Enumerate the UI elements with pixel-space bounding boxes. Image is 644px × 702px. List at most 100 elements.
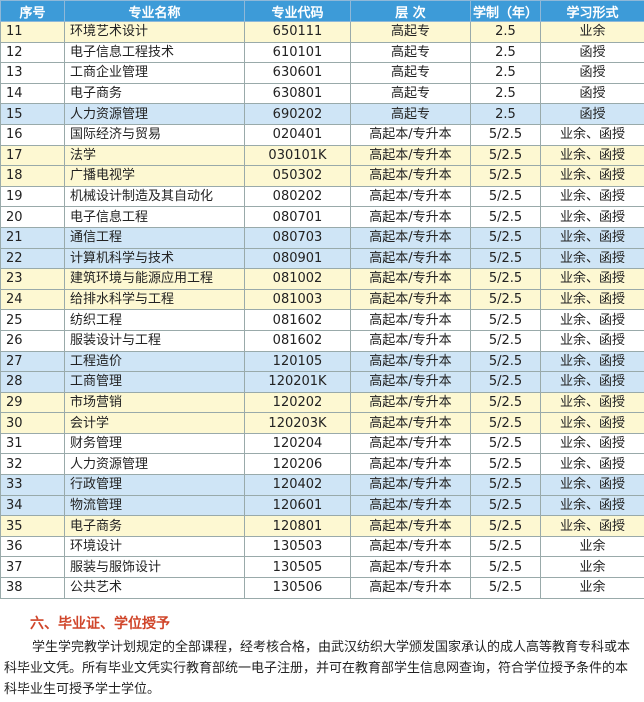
table-cell: 环境设计	[64, 535, 245, 558]
table-cell: 物流管理	[64, 494, 245, 517]
section-title: 六、毕业证、学位授予	[30, 615, 170, 632]
table-cell: 34	[0, 494, 65, 517]
table-cell: 27	[0, 350, 65, 373]
table-cell: 高起本/专升本	[350, 185, 471, 208]
table-cell: 33	[0, 474, 65, 496]
table-cell: 5/2.5	[470, 288, 541, 311]
table-cell: 公共艺术	[64, 577, 245, 599]
table-cell: 080202	[244, 185, 351, 208]
table-cell: 法学	[64, 144, 245, 167]
table-cell: 广播电视学	[64, 165, 245, 187]
table-cell: 16	[0, 123, 65, 146]
table-cell: 5/2.5	[470, 432, 541, 455]
table-row: 28 工商管理 120201K 高起本/专升本 5/2.5 业余、函授	[0, 371, 644, 393]
table-cell: 高起本/专升本	[350, 432, 471, 455]
table-cell: 120201K	[244, 371, 351, 393]
table-row: 33 行政管理 120402 高起本/专升本 5/2.5 业余、函授	[0, 474, 644, 496]
table-cell: 130506	[244, 577, 351, 599]
table-row: 27 工程造价 120105 高起本/专升本 5/2.5 业余、函授	[0, 350, 644, 373]
table-cell: 23	[0, 268, 65, 290]
table-row: 19 机械设计制造及其自动化 080202 高起本/专升本 5/2.5 业余、函授	[0, 185, 644, 208]
table-cell: 030101K	[244, 144, 351, 167]
table-cell: 业余、函授	[540, 515, 644, 537]
table-cell: 业余、函授	[540, 288, 644, 311]
table-cell: 高起本/专升本	[350, 144, 471, 167]
header-cell: 序号	[0, 0, 65, 22]
table-cell: 业余、函授	[540, 432, 644, 455]
table-cell: 高起本/专升本	[350, 123, 471, 146]
table-row: 35 电子商务 120801 高起本/专升本 5/2.5 业余、函授	[0, 515, 644, 537]
table-cell: 高起本/专升本	[350, 535, 471, 558]
table-cell: 120105	[244, 350, 351, 373]
table-row: 25 纺织工程 081602 高起本/专升本 5/2.5 业余、函授	[0, 309, 644, 331]
table-row: 26 服装设计与工程 081602 高起本/专升本 5/2.5 业余、函授	[0, 329, 644, 352]
table-cell: 机械设计制造及其自动化	[64, 185, 245, 208]
table-cell: 环境艺术设计	[64, 21, 245, 43]
table-row: 18 广播电视学 050302 高起本/专升本 5/2.5 业余、函授	[0, 165, 644, 187]
table-cell: 高起本/专升本	[350, 556, 471, 579]
table-cell: 函授	[540, 103, 644, 125]
table-cell: 24	[0, 288, 65, 311]
table-cell: 020401	[244, 123, 351, 146]
table-cell: 32	[0, 453, 65, 476]
table-cell: 2.5	[470, 21, 541, 43]
table-cell: 电子商务	[64, 515, 245, 537]
table-cell: 37	[0, 556, 65, 579]
table-cell: 5/2.5	[470, 474, 541, 496]
table-cell: 5/2.5	[470, 453, 541, 476]
table-cell: 高起本/专升本	[350, 247, 471, 270]
table-cell: 业余	[540, 577, 644, 599]
table-cell: 130505	[244, 556, 351, 579]
table-cell: 081002	[244, 268, 351, 290]
table-cell: 高起本/专升本	[350, 391, 471, 414]
table-cell: 5/2.5	[470, 165, 541, 187]
table-cell: 电子信息工程	[64, 206, 245, 228]
header-cell: 层 次	[350, 0, 471, 22]
table-cell: 人力资源管理	[64, 453, 245, 476]
table-cell: 5/2.5	[470, 577, 541, 599]
table-cell: 130503	[244, 535, 351, 558]
table-cell: 计算机科学与技术	[64, 247, 245, 270]
table-cell: 会计学	[64, 412, 245, 434]
table-row: 29 市场营销 120202 高起本/专升本 5/2.5 业余、函授	[0, 391, 644, 414]
table-cell: 5/2.5	[470, 371, 541, 393]
table-cell: 业余、函授	[540, 123, 644, 146]
table-cell: 业余、函授	[540, 350, 644, 373]
table-row: 11 环境艺术设计 650111 高起专 2.5 业余	[0, 21, 644, 43]
table-cell: 高起专	[350, 41, 471, 64]
table-cell: 函授	[540, 41, 644, 64]
table-cell: 5/2.5	[470, 185, 541, 208]
header-cell: 学制（年）	[470, 0, 541, 22]
table-cell: 630601	[244, 62, 351, 84]
table-cell: 业余、函授	[540, 185, 644, 208]
table-cell: 080701	[244, 206, 351, 228]
table-cell: 高起专	[350, 82, 471, 105]
table-cell: 高起本/专升本	[350, 412, 471, 434]
table-cell: 30	[0, 412, 65, 434]
table-cell: 080703	[244, 226, 351, 249]
table-cell: 19	[0, 185, 65, 208]
table-cell: 行政管理	[64, 474, 245, 496]
table-cell: 业余、函授	[540, 206, 644, 228]
table-cell: 高起本/专升本	[350, 494, 471, 517]
table-row: 13 工商企业管理 630601 高起专 2.5 函授	[0, 62, 644, 84]
table-cell: 120202	[244, 391, 351, 414]
table-row: 15 人力资源管理 690202 高起专 2.5 函授	[0, 103, 644, 125]
table-cell: 高起本/专升本	[350, 371, 471, 393]
table-cell: 22	[0, 247, 65, 270]
table-cell: 5/2.5	[470, 494, 541, 517]
table-row: 14 电子商务 630801 高起专 2.5 函授	[0, 82, 644, 105]
table-cell: 5/2.5	[470, 391, 541, 414]
table-cell: 120801	[244, 515, 351, 537]
table-cell: 服装设计与工程	[64, 329, 245, 352]
table-row: 23 建筑环境与能源应用工程 081002 高起本/专升本 5/2.5 业余、函授	[0, 268, 644, 290]
table-cell: 14	[0, 82, 65, 105]
table-row: 22 计算机科学与技术 080901 高起本/专升本 5/2.5 业余、函授	[0, 247, 644, 270]
table-cell: 高起专	[350, 21, 471, 43]
table-cell: 业余、函授	[540, 144, 644, 167]
table-cell: 建筑环境与能源应用工程	[64, 268, 245, 290]
table-cell: 120204	[244, 432, 351, 455]
table-cell: 业余、函授	[540, 371, 644, 393]
table-row: 16 国际经济与贸易 020401 高起本/专升本 5/2.5 业余、函授	[0, 123, 644, 146]
